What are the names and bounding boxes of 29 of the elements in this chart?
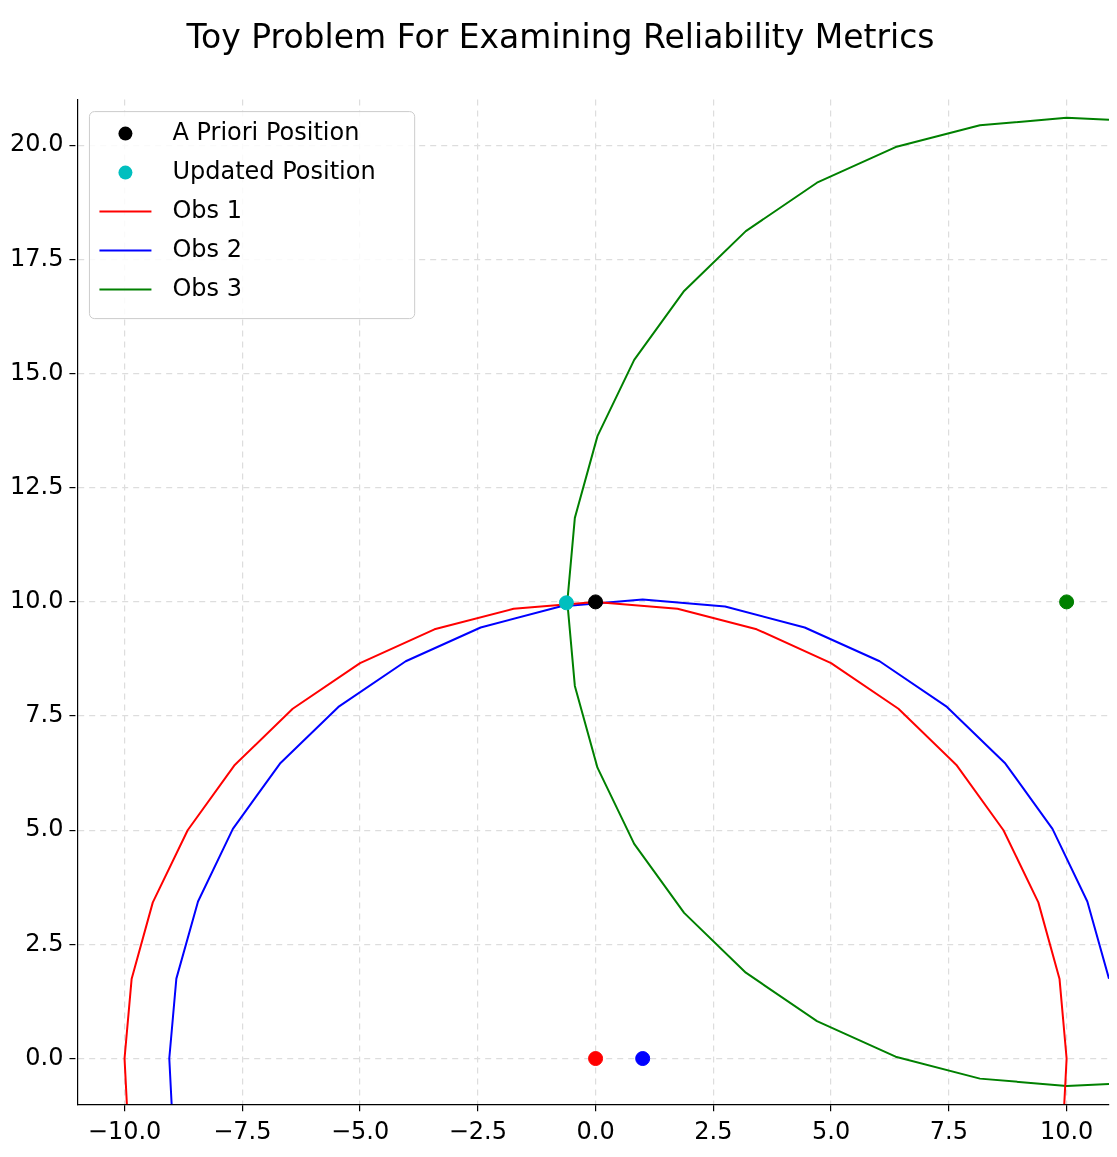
point [558, 595, 574, 611]
legend-label: Updated Position [172, 156, 376, 185]
chart-title: Toy Problem For Examining Reliability Metrics [185, 17, 935, 57]
y-tick-label: 10.0 [10, 586, 64, 615]
y-tick-label: 20.0 [10, 129, 64, 158]
y-tick-label: 15.0 [10, 357, 64, 386]
point [635, 1051, 651, 1067]
x-tick-label: 5.0 [812, 1116, 851, 1145]
x-tick-label: 0.0 [576, 1116, 615, 1145]
legend-label: Obs 3 [172, 273, 242, 302]
x-tick-label: −7.5 [213, 1116, 272, 1145]
legend-label: Obs 2 [172, 234, 242, 263]
x-tick-label: −2.5 [448, 1116, 507, 1145]
legend-label: A Priori Position [172, 117, 360, 146]
point [588, 1051, 604, 1067]
x-tick-label: −10.0 [87, 1116, 162, 1145]
x-tick-label: 2.5 [694, 1116, 733, 1145]
y-tick-label: 17.5 [10, 243, 64, 272]
x-tick-label: 7.5 [929, 1116, 968, 1145]
point [1059, 594, 1075, 610]
legend-label: Obs 1 [172, 195, 242, 224]
y-tick-label: 7.5 [25, 700, 64, 729]
y-tick-label: 5.0 [25, 814, 64, 843]
y-tick-label: 0.0 [25, 1042, 64, 1071]
x-tick-label: 10.0 [1039, 1116, 1094, 1145]
point [588, 594, 604, 610]
y-tick-label: 12.5 [10, 471, 64, 500]
y-tick-label: 2.5 [25, 928, 64, 957]
x-tick-label: −5.0 [330, 1116, 390, 1145]
